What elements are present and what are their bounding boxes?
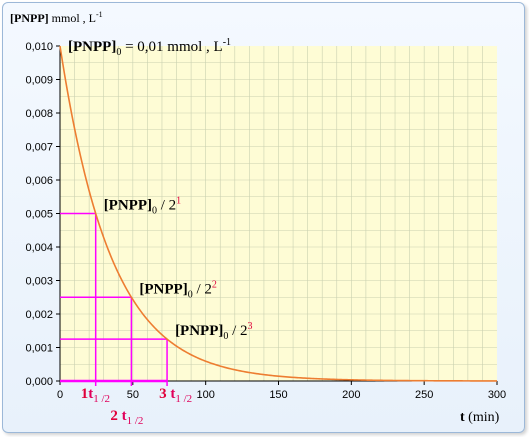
half-life-symbol: t <box>118 408 127 424</box>
y-tick-labels: 0,000 0,001 0,002 0,003 0,004 0,005 0,006 0,007… <box>25 41 60 388</box>
y-axis-title: [PNPP] mmol , L-1 <box>10 10 103 25</box>
y-tick-label: 0,002 <box>25 309 53 321</box>
label-sup: 1 <box>176 196 181 207</box>
y-tick-label: 0,010 <box>25 41 53 53</box>
x-axis-unit: (min) <box>465 410 500 425</box>
half-life-level-label: [PNPP]0 / 22 <box>139 279 216 300</box>
x-tick-labels: 0 50 100 150 200 250 300 <box>57 381 506 401</box>
y-tick-label: 0,003 <box>25 276 53 288</box>
half-life-coefficient: 2 <box>110 408 118 424</box>
initial-rest: = 0,01 mmol , L <box>121 39 222 55</box>
half-life-symbol: t <box>167 386 176 402</box>
half-life-sub: 1 /2 <box>175 393 192 405</box>
label-rest: / 2 <box>193 281 212 297</box>
y-tick-label: 0,001 <box>25 343 53 355</box>
label-sub: 0 <box>188 289 193 300</box>
y-tick-label: 0,000 <box>25 376 53 388</box>
label-sub: 0 <box>223 331 228 342</box>
initial-sub: 0 <box>116 47 121 58</box>
half-life-coefficient: 3 <box>159 386 167 402</box>
y-tick-label: 0,007 <box>25 142 53 154</box>
x-tick-label: 200 <box>342 389 360 401</box>
initial-concentration-label: [PNPP]0 = 0,01 mmol , L-1 <box>68 37 231 58</box>
grid <box>60 46 497 381</box>
half-life-level-label: [PNPP]0 / 23 <box>175 321 252 342</box>
y-tick-label: 0,005 <box>25 209 53 221</box>
label-species: [PNPP] <box>139 281 187 297</box>
half-life-time-label: 3 t1 /2 <box>159 386 192 405</box>
half-life-sub: 1 /2 <box>93 393 110 405</box>
label-species: [PNPP] <box>175 323 223 339</box>
x-tick-label: 100 <box>196 389 214 401</box>
label-rest: / 2 <box>228 323 247 339</box>
label-sup: 2 <box>212 279 217 290</box>
x-tick-label: 300 <box>488 389 506 401</box>
label-species: [PNPP] <box>104 198 152 214</box>
half-life-symbol: t <box>88 386 93 402</box>
half-life-sub: 1 /2 <box>127 415 144 427</box>
y-tick-label: 0,006 <box>25 175 53 187</box>
y-axis-species: [PNPP] <box>10 11 49 25</box>
y-tick-label: 0,009 <box>25 75 53 87</box>
half-life-time-label: 1t1 /2 <box>81 386 110 405</box>
x-axis-title: t (min) <box>460 410 500 425</box>
label-sup: 3 <box>248 321 253 332</box>
half-life-time-label: 2 t1 /2 <box>110 408 143 427</box>
annotations: [PNPP]0 / 21[PNPP]0 / 22[PNPP]0 / 231t1 … <box>81 196 253 428</box>
decay-curve <box>59 45 497 382</box>
x-tick-label: 150 <box>269 389 287 401</box>
initial-species: [PNPP] <box>68 39 116 55</box>
x-tick-label: 0 <box>57 389 63 401</box>
y-tick-label: 0,008 <box>25 108 53 120</box>
initial-sup: -1 <box>223 37 231 48</box>
x-tick-label: 50 <box>127 389 139 401</box>
y-axis-unit: mmol , L <box>49 11 96 25</box>
x-axis-symbol: t <box>460 410 465 425</box>
half-life-level-label: [PNPP]0 / 21 <box>104 196 181 217</box>
half-life-coefficient: 1 <box>81 386 89 402</box>
half-life-guides <box>60 212 168 386</box>
y-axis-unit-sup: -1 <box>96 10 103 19</box>
x-tick-label: 250 <box>415 389 433 401</box>
y-tick-label: 0,004 <box>25 242 53 254</box>
label-rest: / 2 <box>157 198 176 214</box>
label-sub: 0 <box>152 206 157 217</box>
